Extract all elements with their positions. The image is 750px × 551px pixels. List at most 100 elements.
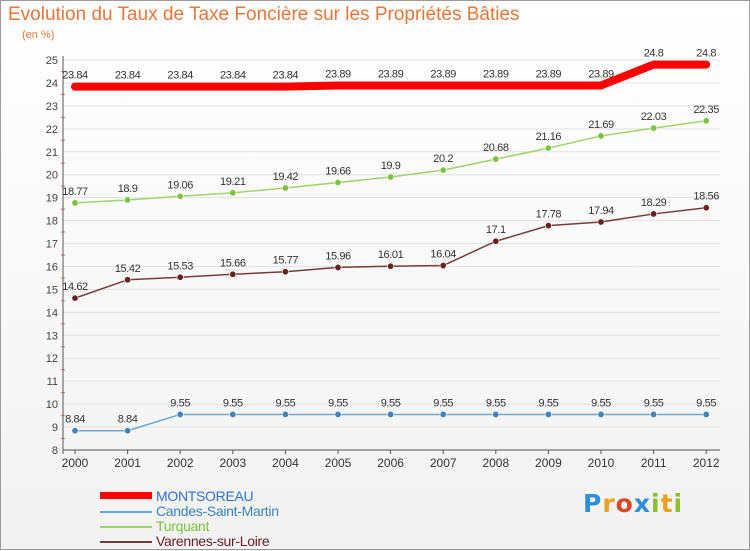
data-label: 22.03 — [641, 111, 667, 123]
data-point — [387, 410, 395, 418]
data-point — [702, 117, 710, 125]
x-tick-label: 2009 — [535, 456, 562, 470]
data-point — [492, 237, 500, 245]
y-tick-label: 20 — [46, 170, 58, 182]
data-label: 9.55 — [696, 397, 716, 409]
data-label: 22.35 — [693, 104, 719, 116]
x-tick-label: 2006 — [377, 456, 404, 470]
legend-swatch — [100, 541, 152, 543]
data-point — [281, 268, 289, 276]
y-tick-label: 22 — [46, 124, 58, 136]
data-label: 9.55 — [644, 397, 664, 409]
data-point — [544, 222, 552, 230]
y-tick-label: 15 — [46, 284, 58, 296]
y-tick-label: 9 — [52, 422, 58, 434]
data-point — [544, 144, 552, 152]
data-point — [702, 204, 710, 212]
data-label: 23.84 — [273, 70, 299, 82]
logo-letter: x — [633, 489, 651, 518]
x-tick-label: 2005 — [325, 456, 352, 470]
data-label: 23.84 — [115, 70, 141, 82]
logo-letter: o — [615, 489, 634, 518]
data-label: 16.01 — [378, 249, 404, 261]
legend-label: MONTSOREAU — [156, 488, 254, 504]
y-tick-label: 25 — [46, 55, 58, 67]
data-point — [124, 196, 132, 204]
data-label: 18.9 — [118, 183, 138, 195]
y-tick-label: 23 — [46, 101, 58, 113]
data-point — [71, 199, 79, 207]
data-label: 19.9 — [381, 160, 401, 172]
series-line-0 — [71, 60, 711, 91]
data-point — [281, 410, 289, 418]
legend-swatch — [100, 492, 152, 499]
data-label: 9.55 — [538, 397, 558, 409]
data-point — [597, 218, 605, 226]
x-tick-label: 2011 — [641, 456, 667, 470]
data-label: 17.94 — [588, 205, 614, 217]
data-point — [597, 132, 605, 140]
data-point — [229, 270, 237, 278]
logo-letter: i — [651, 489, 661, 518]
data-label: 14.62 — [62, 281, 88, 293]
x-tick-label: 2010 — [588, 456, 615, 470]
x-tick-label: 2002 — [167, 456, 194, 470]
data-label: 17.1 — [486, 224, 506, 236]
data-point — [439, 262, 447, 270]
data-point — [124, 427, 132, 435]
data-label: 19.42 — [273, 171, 299, 183]
data-label: 21.69 — [588, 119, 614, 131]
y-tick-label: 12 — [46, 353, 58, 365]
data-point — [281, 184, 289, 192]
legend-swatch — [100, 526, 152, 528]
data-label: 15.42 — [115, 263, 141, 275]
data-label: 23.89 — [325, 68, 351, 80]
data-label: 23.89 — [378, 68, 404, 80]
data-label: 23.84 — [62, 70, 88, 82]
data-point — [334, 263, 342, 271]
data-point — [650, 410, 658, 418]
data-label: 15.96 — [325, 250, 351, 262]
y-tick-label: 17 — [46, 239, 58, 251]
x-tick-label: 2003 — [219, 456, 246, 470]
data-point — [702, 410, 710, 418]
data-point — [176, 192, 184, 200]
y-tick-label: 11 — [47, 376, 58, 388]
data-label: 9.55 — [170, 397, 190, 409]
data-label: 9.55 — [433, 397, 453, 409]
x-tick-label: 2000 — [62, 456, 89, 470]
legend-label: Varennes-sur-Loire — [156, 533, 270, 549]
y-tick-label: 24 — [46, 78, 58, 90]
y-tick-label: 14 — [46, 307, 58, 319]
y-tick-label: 13 — [46, 330, 58, 342]
data-point — [229, 189, 237, 197]
data-label: 21.16 — [536, 131, 562, 143]
y-tick-label: 18 — [46, 216, 58, 228]
data-label: 9.55 — [591, 397, 611, 409]
data-label: 15.53 — [167, 260, 193, 272]
data-label: 19.06 — [167, 179, 193, 191]
data-label: 23.89 — [536, 68, 562, 80]
y-tick-label: 16 — [46, 261, 58, 273]
data-point — [650, 124, 658, 132]
data-label: 24.8 — [696, 48, 716, 60]
data-label: 23.84 — [167, 70, 193, 82]
data-point — [387, 173, 395, 181]
logo-letter: i — [673, 489, 684, 518]
chart-title: Evolution du Taux de Taxe Foncière sur l… — [8, 4, 520, 25]
data-label: 9.55 — [381, 397, 401, 409]
data-label: 23.89 — [430, 68, 456, 80]
logo-letter: P — [583, 489, 603, 518]
data-label: 23.89 — [588, 68, 614, 80]
x-tick-label: 2012 — [693, 456, 720, 470]
data-label: 24.8 — [644, 48, 664, 60]
legend-label: Candes-Saint-Martin — [156, 503, 279, 519]
legend-swatch — [100, 511, 152, 513]
data-point — [124, 276, 132, 284]
data-point — [439, 410, 447, 418]
data-point — [597, 410, 605, 418]
data-point — [439, 166, 447, 174]
y-tick-label: 8 — [52, 445, 58, 457]
